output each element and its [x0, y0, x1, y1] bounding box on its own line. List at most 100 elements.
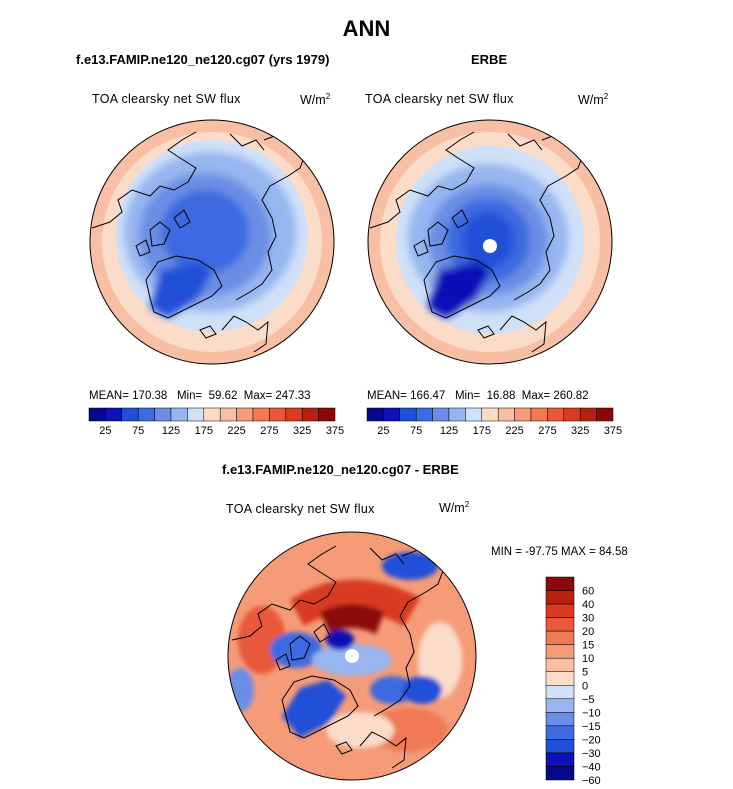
- panel2-pole-hole: [483, 239, 497, 253]
- panel1-stats: MEAN= 170.38 Min= 59.62 Max= 247.33: [89, 390, 311, 402]
- colorbar-bin: [545, 766, 575, 781]
- panel2-units: W/m2: [578, 92, 609, 108]
- colorbar-bin: [545, 630, 575, 645]
- colorbar-tick-label: 75: [410, 425, 422, 437]
- panel2-coast-scandinavia: [499, 315, 547, 353]
- colorbar-tick-label: 175: [195, 425, 213, 437]
- colorbar-tick-label: 15: [582, 640, 594, 652]
- colorbar-tick-label: 375: [604, 425, 622, 437]
- colorbar-bin: [236, 407, 254, 422]
- panel2-coast-iceland: [477, 325, 495, 339]
- panel1-greenland-high: [150, 262, 212, 318]
- panel3-coast-scandinavia: [359, 731, 407, 769]
- colorbar-bin: [545, 590, 575, 605]
- colorbar-tick-label: 275: [538, 425, 556, 437]
- panel3-coast-alaska: [369, 547, 405, 565]
- colorbar-bin: [448, 407, 466, 422]
- panel3-negative-greenland: [282, 680, 346, 738]
- colorbar-bin: [105, 407, 123, 422]
- colorbar-bin: [415, 407, 433, 422]
- panel3-coast-archipelago: [275, 623, 331, 671]
- colorbar-tick-label: 5: [582, 667, 588, 679]
- colorbar-tick-label: −60: [582, 775, 601, 787]
- colorbar-bin: [203, 407, 221, 422]
- colorbar-bin: [366, 407, 384, 422]
- colorbar-tick-label: −15: [582, 721, 601, 733]
- colorbar-bin: [514, 407, 532, 422]
- colorbar-tick-label: 225: [227, 425, 245, 437]
- colorbar-bin: [547, 407, 565, 422]
- panel3-negative-eurasia: [402, 676, 442, 704]
- panel3-negative-alaska: [326, 630, 354, 650]
- colorbar-bin: [545, 739, 575, 754]
- colorbar-tick-label: 20: [582, 626, 594, 638]
- colorbar-bin: [545, 698, 575, 713]
- panel1-map: [89, 119, 335, 365]
- panel1-coast-iceland: [199, 325, 217, 339]
- colorbar-bin: [187, 407, 205, 422]
- panel2-colorbar: 25 75 125 175 225 275 325 375: [366, 407, 622, 437]
- panel2-coast-archipelago: [413, 209, 469, 257]
- colorbar-tick-label: 325: [571, 425, 589, 437]
- panel1-colorbar: 25 75 125 175 225 275 325 375: [88, 407, 344, 437]
- colorbar-bin: [318, 407, 336, 422]
- panel2-map-border: [367, 119, 613, 365]
- colorbar-bin: [481, 407, 499, 422]
- colorbar-tick-label: −30: [582, 748, 601, 760]
- colorbar-bin: [545, 576, 575, 591]
- colorbar-bin: [545, 712, 575, 727]
- colorbar-tick-label: 325: [293, 425, 311, 437]
- panel3-coast-iceland: [335, 741, 353, 755]
- panel3-negative-northeast: [382, 552, 438, 580]
- panel1-coast-archipelago: [135, 209, 191, 257]
- colorbar-tick-label: 30: [582, 613, 594, 625]
- colorbar-bin: [545, 617, 575, 632]
- panel1-coast-alaska: [229, 133, 265, 151]
- colorbar-bin: [563, 407, 581, 422]
- panel2-coast-alaska: [507, 133, 543, 151]
- colorbar-bin: [545, 671, 575, 686]
- panel2-case-title: ERBE: [471, 52, 508, 67]
- panel1-coast-north-america: [91, 131, 197, 229]
- colorbar-tick-label: −40: [582, 761, 601, 773]
- panel3-map: [227, 531, 477, 781]
- colorbar-tick-label: 25: [99, 425, 111, 437]
- colorbar-tick-label: −20: [582, 734, 601, 746]
- panel1-variable-label: TOA clearsky net SW flux: [92, 92, 241, 106]
- colorbar-bin: [121, 407, 139, 422]
- colorbar-bin: [170, 407, 188, 422]
- colorbar-tick-label: 25: [377, 425, 389, 437]
- panel2-variable-label: TOA clearsky net SW flux: [365, 92, 514, 106]
- colorbar-bin: [432, 407, 450, 422]
- colorbar-tick-label: 75: [132, 425, 144, 437]
- colorbar-bin: [383, 407, 401, 422]
- colorbar-bin: [497, 407, 515, 422]
- colorbar-tick-label: −5: [582, 694, 595, 706]
- colorbar-bin: [137, 407, 155, 422]
- colorbar-tick-label: 125: [440, 425, 458, 437]
- panel1-units: W/m2: [300, 92, 331, 108]
- colorbar-tick-label: 225: [505, 425, 523, 437]
- colorbar-tick-label: 0: [582, 680, 588, 692]
- panel1-field-band-6: [161, 190, 249, 274]
- panel3-min-max-stats: MIN = -97.75 MAX = 84.58: [491, 546, 628, 558]
- colorbar-bin: [545, 725, 575, 740]
- panel3-coast-greenland: [281, 675, 359, 739]
- panel3-variable-label: TOA clearsky net SW flux: [226, 502, 375, 516]
- panel2-coast-north-america: [369, 131, 475, 229]
- panel2-map: [367, 119, 613, 365]
- colorbar-bin: [285, 407, 303, 422]
- colorbar-bin: [545, 644, 575, 659]
- panel1-map-border: [89, 119, 335, 365]
- panel3-coast-north-america: [231, 545, 337, 641]
- panel1-coast-greenland: [145, 255, 223, 319]
- colorbar-bin: [465, 407, 483, 422]
- colorbar-tick-label: 175: [473, 425, 491, 437]
- colorbar-bin: [219, 407, 237, 422]
- colorbar-bin: [545, 657, 575, 672]
- colorbar-tick-label: 60: [582, 586, 594, 598]
- colorbar-bin: [301, 407, 319, 422]
- colorbar-bin: [545, 752, 575, 767]
